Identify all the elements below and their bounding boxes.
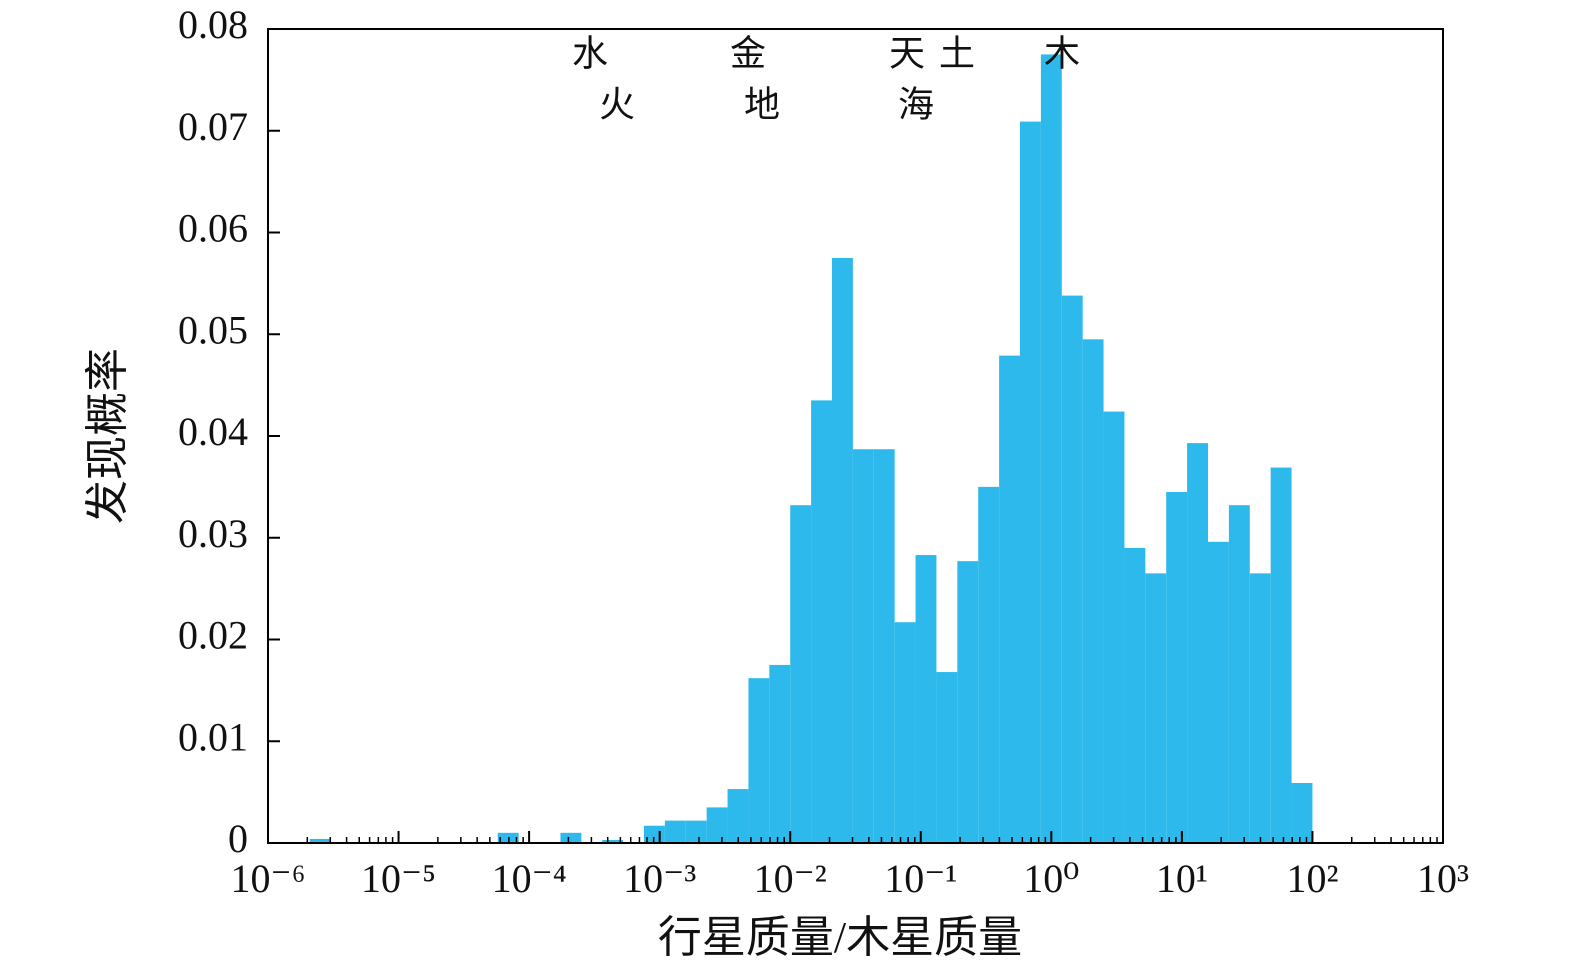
y-tick-label: 0.01	[178, 714, 248, 759]
bar	[915, 555, 937, 843]
bar	[1291, 782, 1313, 843]
bar	[1082, 339, 1104, 843]
y-tick-label: 0.05	[178, 307, 248, 352]
planet-annotation: 木	[1044, 33, 1080, 73]
y-tick-label: 0.08	[178, 2, 248, 47]
x-tick-label: 10³	[1417, 856, 1469, 901]
bar	[1103, 411, 1125, 843]
x-tick-label: 10²	[1286, 856, 1338, 901]
bar	[1228, 505, 1250, 843]
bar	[1270, 467, 1292, 843]
bar	[1124, 547, 1146, 843]
bar	[790, 505, 812, 843]
bar	[664, 820, 686, 843]
bar	[831, 257, 853, 843]
planet-annotation: 水	[572, 33, 608, 73]
bar	[1208, 541, 1229, 843]
bar	[957, 561, 979, 843]
plot-frame	[267, 28, 1444, 844]
planet-annotation: 金	[730, 33, 766, 73]
bar	[560, 832, 582, 843]
bar	[769, 664, 791, 843]
y-tick-label: 0.07	[178, 104, 248, 149]
bar	[727, 789, 749, 843]
planet-annotation: 火	[599, 84, 635, 124]
bar	[873, 449, 895, 843]
bar	[748, 678, 770, 843]
x-tick-label: 10⁻¹	[884, 856, 957, 901]
bar	[1019, 121, 1041, 843]
bar	[811, 400, 832, 843]
planet-annotation: 土	[939, 33, 975, 73]
bar	[999, 355, 1020, 843]
bar	[978, 486, 1000, 843]
y-tick-label: 0.03	[178, 511, 248, 556]
bar	[1061, 295, 1083, 844]
x-axis-label: 行星质量/木星质量	[658, 913, 1022, 962]
bar	[1166, 491, 1188, 843]
y-tick-label: 0	[228, 816, 248, 861]
bar	[1187, 443, 1209, 843]
x-tick-label: 10⁻⁴	[492, 856, 567, 901]
bar	[936, 672, 958, 843]
x-tick-label: 10⁻³	[623, 856, 696, 901]
x-tick-label: 10⁰	[1023, 856, 1079, 901]
bar	[309, 838, 331, 843]
bar	[852, 449, 874, 843]
x-tick-label: 10⁻⁶	[230, 856, 305, 901]
bar	[602, 839, 624, 843]
bar	[894, 622, 916, 843]
y-tick-label: 0.02	[178, 613, 248, 658]
bar	[1145, 573, 1167, 843]
planet-annotation: 地	[744, 84, 780, 124]
x-tick-label: 10⁻²	[754, 856, 827, 901]
y-tick-label: 0.04	[178, 409, 248, 454]
y-tick-label: 0.06	[178, 206, 248, 251]
planet-annotation: 海	[898, 84, 934, 124]
bar	[706, 807, 728, 843]
bar	[1040, 54, 1062, 843]
x-tick-label: 10¹	[1156, 856, 1208, 901]
x-tick-label: 10⁻⁵	[361, 856, 436, 901]
bar	[1249, 573, 1271, 843]
planet-annotation: 天	[889, 33, 925, 73]
bar	[685, 820, 707, 843]
y-axis-label: 发现概率	[83, 348, 132, 524]
